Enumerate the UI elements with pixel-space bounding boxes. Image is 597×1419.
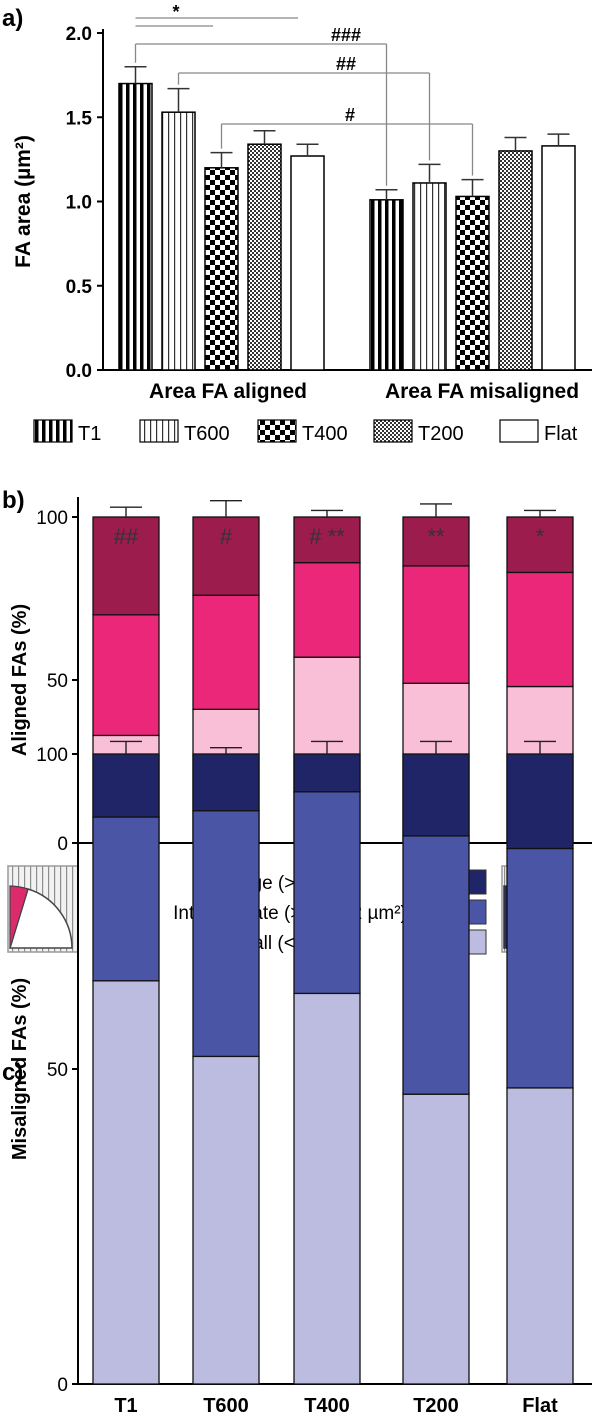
panel-label-a: a)	[2, 5, 23, 32]
stacked-bar-segment	[402, 1093, 470, 1385]
significance-annotation: # **	[309, 524, 345, 549]
stacked-bar-segment	[192, 516, 260, 596]
bar-a	[541, 145, 576, 371]
x-tick-label: T200	[413, 1395, 459, 1417]
stacked-bar-segment	[92, 614, 160, 737]
significance-annotation: *	[536, 524, 545, 549]
bar-a	[369, 199, 404, 371]
legend-label-a: T400	[302, 423, 348, 445]
panel-label-b: b)	[2, 487, 25, 514]
y-axis-title: Aligned FAs (%)	[9, 604, 31, 756]
significance-annotation: **	[427, 524, 445, 549]
legend-label-a: T1	[78, 423, 101, 445]
panel-label-c: c)	[2, 1059, 23, 1086]
bar-a	[455, 195, 490, 371]
stacked-bar-segment	[192, 753, 260, 812]
y-axis-title-a: FA area (µm²)	[12, 135, 35, 268]
legend-swatch-a	[499, 419, 539, 443]
stacked-bar-segment	[506, 516, 574, 574]
bar-a	[498, 150, 533, 371]
stacked-bar-segment	[293, 516, 361, 564]
x-tick-label: T400	[304, 1395, 350, 1417]
y-tick-label: 0	[57, 834, 68, 855]
x-tick-label: Flat	[522, 1395, 558, 1417]
stacked-bar-segment	[402, 516, 470, 567]
stacked-bar-segment	[506, 1087, 574, 1385]
legend-label-a: T600	[184, 423, 230, 445]
legend-swatch-a	[373, 419, 413, 443]
stacked-bar-segment	[92, 516, 160, 616]
legend-swatch-a	[257, 419, 297, 443]
y-tick-label: 100	[36, 745, 68, 766]
legend-label-a: T200	[418, 423, 464, 445]
stacked-bar-segment	[402, 565, 470, 684]
chart-panel-a: 0.0 0.5 1.0 1.5 2.0 FA area (µm²) Area FA alig…	[12, 2, 592, 403]
stacked-bar-segment	[293, 561, 361, 658]
y-tick-label: 0	[57, 1375, 68, 1396]
significance-annotation: ##	[114, 524, 139, 549]
significance-label: ###	[331, 25, 361, 45]
x-tick-label: T1	[114, 1395, 137, 1417]
stacked-bar-segment	[402, 835, 470, 1095]
y-tick-label: 50	[47, 671, 68, 692]
bar-a	[412, 182, 447, 371]
legend-panel-a: T1 T600 T400 T200 Flat	[33, 419, 578, 445]
bar-a	[161, 111, 196, 371]
stacked-bar-segment	[506, 571, 574, 688]
y-tick-label: 50	[47, 1060, 68, 1081]
y-axis-title: Misaligned FAs (%)	[9, 978, 31, 1160]
y-tick-label: 100	[36, 508, 68, 529]
legend-label-a: Flat	[544, 423, 578, 445]
x-group-label-a: Area FA misaligned	[385, 380, 579, 403]
stacked-bar-segment	[192, 810, 260, 1058]
stacked-bar-segment	[192, 594, 260, 710]
stacked-bar-segment	[293, 753, 361, 793]
y-tick-label-a: 1.5	[66, 108, 93, 129]
stacked-bar-segment	[92, 816, 160, 982]
bar-a	[290, 155, 325, 371]
y-tick-label-a: 0.5	[66, 277, 93, 298]
legend-swatch-a	[33, 419, 73, 443]
aligned-schematic	[7, 865, 79, 953]
y-tick-label-a: 2.0	[66, 24, 92, 45]
stacked-bar-segment	[293, 992, 361, 1385]
stacked-bar-segment	[402, 753, 470, 837]
stacked-bar-segment	[92, 980, 160, 1385]
x-group-label-a: Area FA aligned	[149, 380, 307, 403]
significance-label: *	[172, 2, 179, 22]
chart-panel-c: 0 50 100 Misaligned FAs (%) T1 T600 T400 T200 Fl…	[9, 734, 592, 1417]
stacked-bar-segment	[192, 1055, 260, 1385]
bar-a	[118, 82, 153, 371]
significance-annotation: #	[220, 524, 233, 549]
stacked-bar-segment	[506, 847, 574, 1089]
y-tick-label-a: 0.0	[66, 361, 92, 382]
stacked-bar-segment	[506, 753, 574, 850]
stacked-bar-segment	[293, 791, 361, 995]
bar-a	[247, 143, 282, 371]
legend-swatch-a	[139, 419, 179, 443]
y-tick-label-a: 1.0	[66, 193, 92, 214]
bar-a	[204, 167, 239, 371]
significance-label: ##	[336, 54, 356, 74]
x-tick-label: T600	[203, 1395, 249, 1417]
significance-label: #	[345, 105, 355, 125]
stacked-bar-segment	[92, 753, 160, 818]
